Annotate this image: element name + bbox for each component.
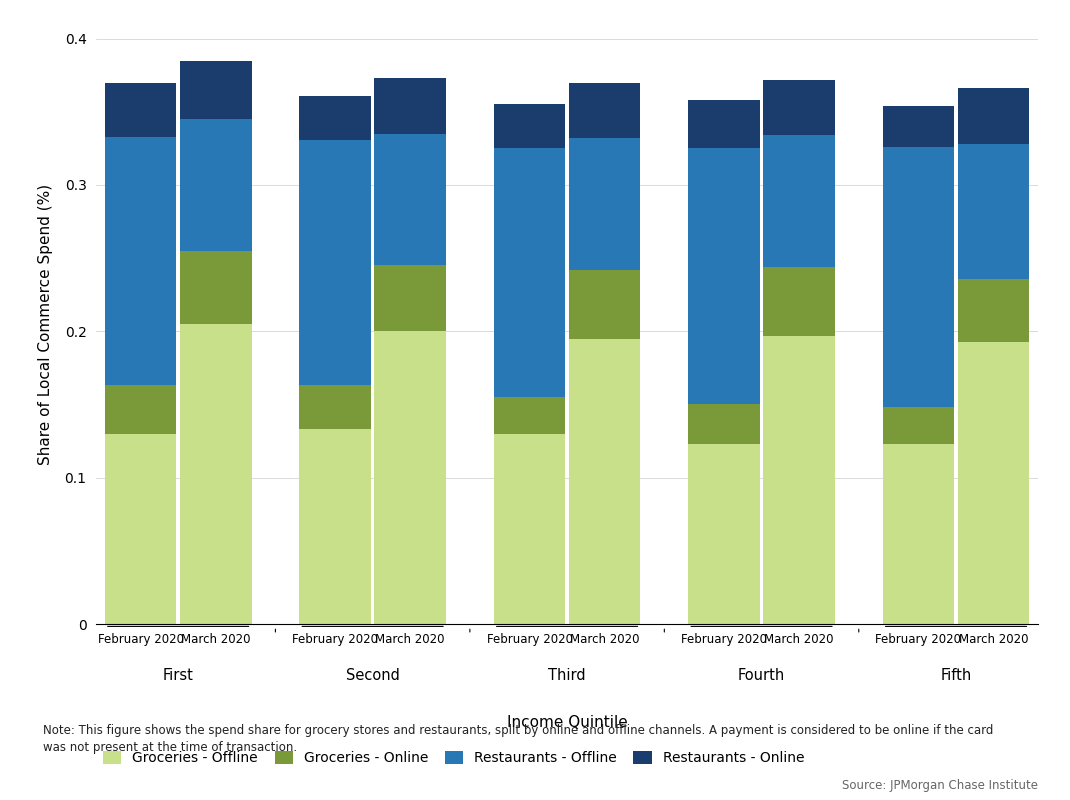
- Bar: [688, 444, 760, 624]
- Bar: [493, 434, 565, 624]
- Bar: [374, 331, 446, 624]
- Legend: Groceries - Offline, Groceries - Online, Restaurants - Offline, Restaurants - On: Groceries - Offline, Groceries - Online,…: [103, 751, 805, 766]
- Bar: [569, 138, 641, 270]
- Bar: [300, 140, 371, 386]
- Bar: [883, 147, 954, 407]
- Bar: [374, 134, 446, 266]
- Bar: [374, 266, 446, 331]
- Bar: [883, 444, 954, 624]
- Bar: [105, 386, 177, 434]
- Bar: [688, 100, 760, 148]
- Bar: [688, 405, 760, 444]
- Text: Fourth: Fourth: [738, 669, 785, 683]
- Bar: [763, 135, 835, 267]
- Y-axis label: Share of Local Commerce Spend (%): Share of Local Commerce Spend (%): [39, 183, 54, 465]
- Bar: [569, 270, 641, 338]
- Text: Source: JPMorgan Chase Institute: Source: JPMorgan Chase Institute: [842, 779, 1038, 792]
- Bar: [493, 397, 565, 434]
- Bar: [883, 407, 954, 444]
- Bar: [105, 137, 177, 386]
- Bar: [763, 267, 835, 336]
- Bar: [180, 119, 251, 251]
- Bar: [180, 61, 251, 119]
- Bar: [105, 82, 177, 137]
- Text: Fifth: Fifth: [941, 669, 972, 683]
- X-axis label: Income Quintile: Income Quintile: [507, 715, 627, 730]
- Bar: [958, 342, 1029, 624]
- Bar: [688, 148, 760, 405]
- Bar: [300, 430, 371, 624]
- Bar: [180, 324, 251, 624]
- Bar: [763, 80, 835, 135]
- Text: First: First: [163, 669, 194, 683]
- Bar: [958, 278, 1029, 342]
- Bar: [569, 338, 641, 624]
- Text: Note: This figure shows the spend share for grocery stores and restaurants, spli: Note: This figure shows the spend share …: [43, 724, 993, 754]
- Text: Third: Third: [548, 669, 586, 683]
- Bar: [958, 144, 1029, 278]
- Text: Second: Second: [346, 669, 399, 683]
- Bar: [374, 78, 446, 134]
- Bar: [300, 386, 371, 430]
- Bar: [180, 251, 251, 324]
- Bar: [883, 106, 954, 147]
- Bar: [300, 96, 371, 140]
- Bar: [763, 336, 835, 624]
- Bar: [569, 82, 641, 138]
- Bar: [105, 434, 177, 624]
- Bar: [493, 148, 565, 397]
- Bar: [958, 88, 1029, 144]
- Bar: [493, 105, 565, 148]
